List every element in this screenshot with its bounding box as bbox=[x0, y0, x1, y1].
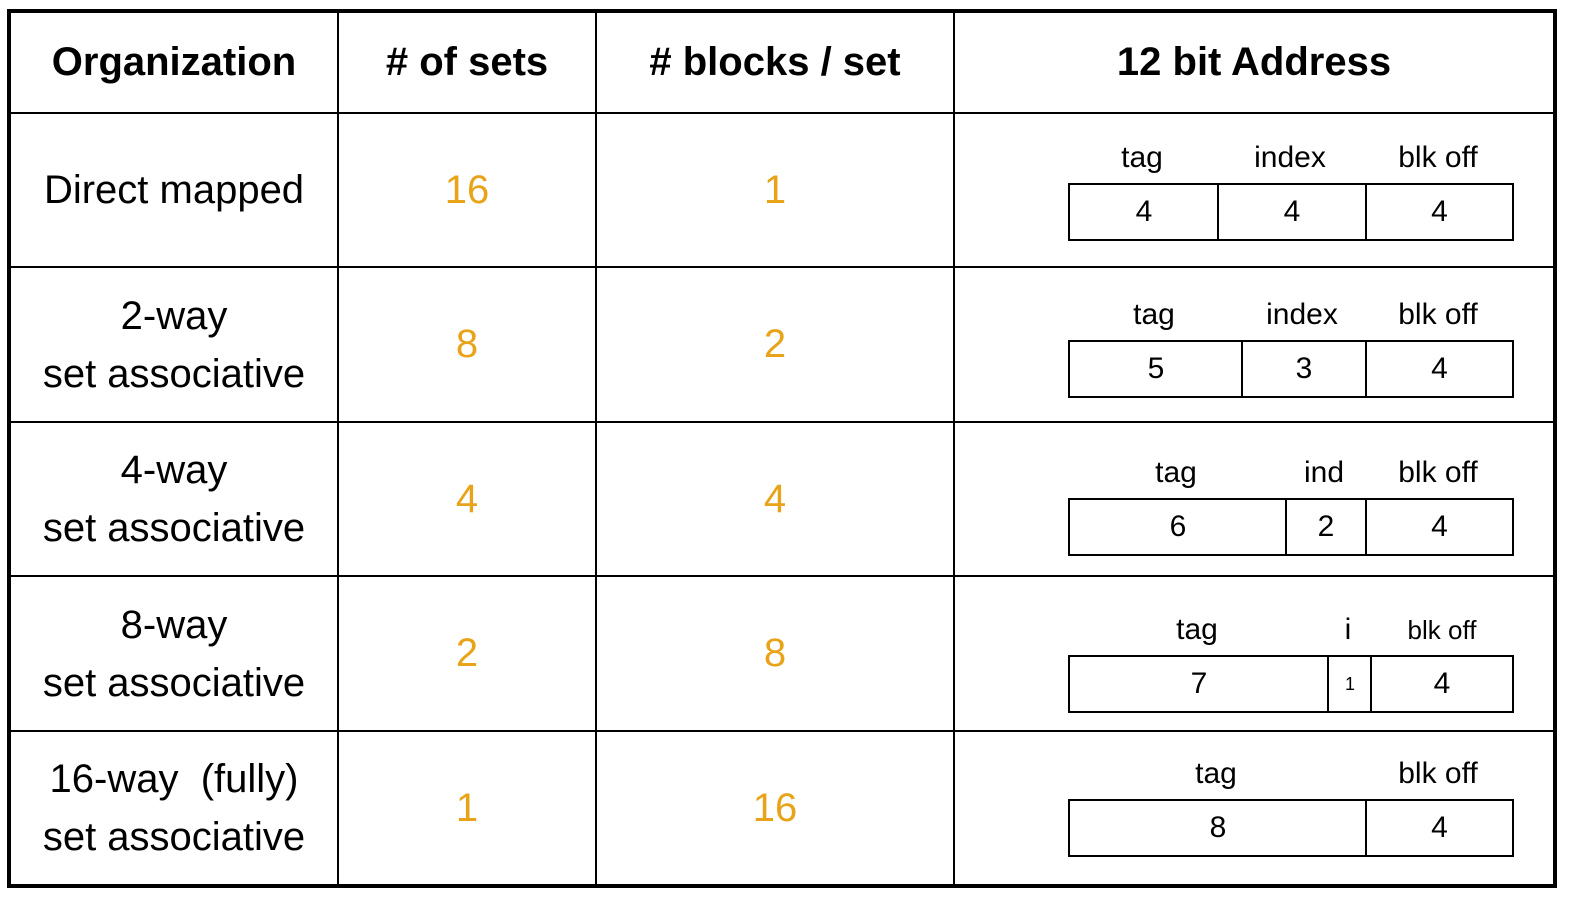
field-bits-index: 4 bbox=[1217, 185, 1365, 239]
row-num-sets: 1 bbox=[455, 785, 479, 830]
address-field-box: 7 1 4 bbox=[1068, 655, 1514, 713]
address-field-box: 6 2 4 bbox=[1068, 498, 1514, 556]
table-border-top bbox=[7, 9, 1557, 13]
field-label-offset: blk off bbox=[1398, 757, 1478, 790]
header-organization: Organization bbox=[51, 40, 297, 84]
address-field-box: 8 4 bbox=[1068, 799, 1514, 857]
table-border-bottom bbox=[7, 884, 1557, 888]
field-bits-tag: 5 bbox=[1147, 352, 1165, 385]
table-border-right bbox=[1553, 9, 1557, 888]
field-bits-offset: 4 bbox=[1365, 801, 1512, 855]
field-label-tag: tag bbox=[1155, 456, 1197, 489]
field-bits-index: 3 bbox=[1241, 342, 1365, 396]
field-bits-offset: 4 bbox=[1370, 657, 1512, 711]
organization-sublabel: set associative bbox=[42, 815, 306, 859]
field-bits-tag: 6 bbox=[1169, 510, 1187, 543]
field-label-offset: blk off bbox=[1407, 615, 1477, 645]
organization-label: Direct mapped bbox=[43, 168, 305, 212]
address-field-box: 5 3 4 bbox=[1068, 340, 1514, 398]
row-blocks-per-set: 2 bbox=[763, 322, 787, 366]
row-blocks-per-set: 8 bbox=[763, 631, 787, 675]
organization-sublabel: set associative bbox=[42, 351, 306, 396]
row-organization: 4-way set associative bbox=[11, 423, 337, 575]
row-num-sets: 8 bbox=[455, 322, 479, 366]
field-label-offset: blk off bbox=[1398, 456, 1478, 489]
organization-label: 8-way bbox=[120, 602, 228, 647]
organization-label: 2-way bbox=[120, 293, 228, 338]
row-divider bbox=[7, 112, 1557, 114]
field-label-tag: tag bbox=[1195, 757, 1237, 790]
organization-sublabel: set associative bbox=[42, 660, 306, 705]
row-divider bbox=[7, 266, 1557, 268]
field-bits-index: 1 bbox=[1327, 657, 1371, 711]
field-bits-offset: 4 bbox=[1365, 500, 1512, 554]
row-num-sets: 2 bbox=[455, 631, 479, 675]
header-num-sets: # of sets bbox=[385, 40, 549, 84]
row-organization: 16-way (fully) set associative bbox=[11, 732, 337, 884]
address-breakdown: tag i blk off 7 1 4 bbox=[1068, 611, 1514, 715]
row-num-sets: 4 bbox=[455, 476, 479, 521]
field-label-index: index bbox=[1254, 141, 1326, 174]
address-breakdown: tag index blk off 5 3 4 bbox=[1068, 296, 1514, 400]
row-organization: Direct mapped bbox=[11, 114, 337, 266]
row-divider bbox=[7, 421, 1557, 423]
row-divider bbox=[7, 730, 1557, 732]
column-divider bbox=[953, 9, 955, 888]
field-bits-tag: 4 bbox=[1135, 195, 1153, 228]
field-bits-tag: 8 bbox=[1209, 811, 1227, 844]
organization-sublabel: set associative bbox=[42, 506, 306, 550]
address-breakdown: tag blk off 8 4 bbox=[1068, 755, 1514, 859]
field-label-index: ind bbox=[1303, 456, 1345, 489]
column-divider bbox=[595, 9, 597, 888]
row-organization: 2-way set associative bbox=[11, 268, 337, 421]
address-breakdown: tag index blk off 4 4 4 bbox=[1068, 139, 1514, 243]
field-label-index: i bbox=[1344, 613, 1352, 646]
field-label-tag: tag bbox=[1176, 613, 1218, 646]
field-bits-index: 2 bbox=[1285, 500, 1365, 554]
row-blocks-per-set: 4 bbox=[763, 476, 787, 521]
row-organization: 8-way set associative bbox=[11, 577, 337, 730]
address-field-box: 4 4 4 bbox=[1068, 183, 1514, 241]
field-label-offset: blk off bbox=[1398, 298, 1478, 331]
address-breakdown: tag ind blk off 6 2 4 bbox=[1068, 454, 1514, 558]
header-address: 12 bit Address bbox=[1116, 40, 1392, 84]
field-label-index: index bbox=[1266, 298, 1338, 331]
field-bits-offset: 4 bbox=[1365, 342, 1512, 396]
row-divider bbox=[7, 575, 1557, 577]
organization-label: 4-way bbox=[120, 448, 228, 492]
field-label-offset: blk off bbox=[1398, 141, 1478, 174]
header-blocks-per-set: # blocks / set bbox=[649, 40, 901, 84]
field-bits-offset: 4 bbox=[1365, 185, 1512, 239]
column-divider bbox=[337, 9, 339, 888]
field-label-tag: tag bbox=[1133, 298, 1175, 331]
row-blocks-per-set: 1 bbox=[763, 167, 787, 212]
organization-label: 16-way (fully) bbox=[49, 757, 299, 801]
row-num-sets: 16 bbox=[444, 167, 490, 212]
field-label-tag: tag bbox=[1121, 141, 1163, 174]
field-bits-tag: 7 bbox=[1190, 667, 1208, 700]
row-blocks-per-set: 16 bbox=[752, 785, 798, 830]
table-border-left bbox=[7, 9, 11, 888]
